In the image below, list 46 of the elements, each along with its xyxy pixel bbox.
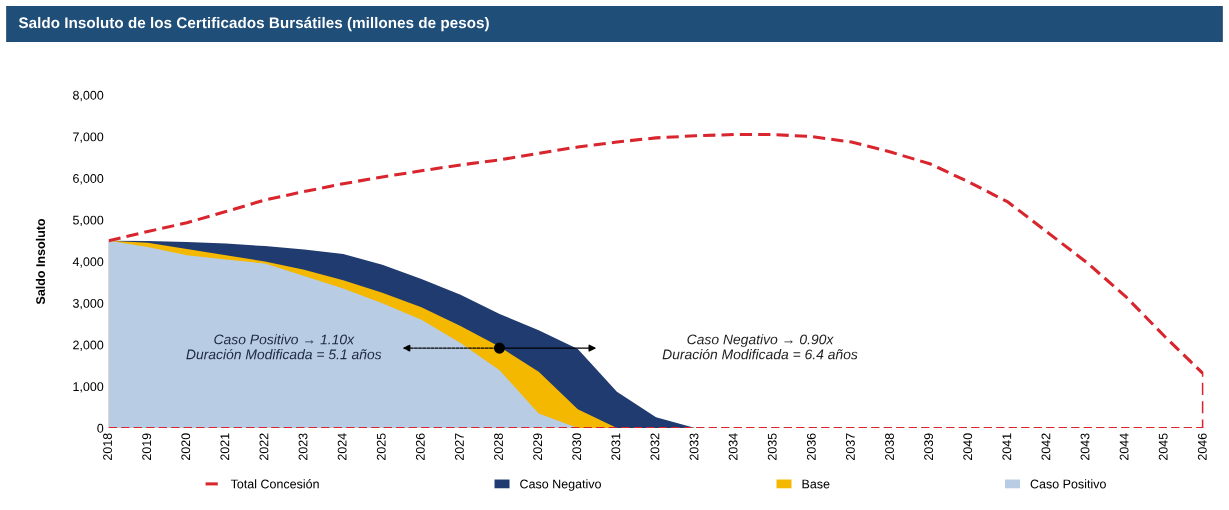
y-tick-label: 7,000 [73, 132, 104, 143]
x-tick-label: 2035 [767, 433, 777, 461]
x-tick-label: 2020 [181, 433, 191, 461]
x-tick-label: 2027 [455, 433, 464, 461]
y-tick-label: 5,000 [72, 215, 104, 226]
x-tick-label: 2040 [963, 433, 973, 461]
y-tick-label: 0 [97, 423, 104, 433]
x-tick-label: 2024 [337, 433, 347, 461]
x-tick-label: 2032 [650, 433, 660, 461]
chart-title: Saldo Insoluto de los Certificados Bursátiles (millones de pesos) [18, 16, 489, 32]
x-tick-label: 2039 [924, 433, 934, 461]
y-axis-title: Saldo Insoluto [35, 218, 46, 305]
x-tick-label: 2033 [689, 433, 699, 461]
legend-label: Caso Negativo [520, 479, 601, 491]
y-tick-label: 1,000 [73, 382, 104, 393]
x-tick-label: 2043 [1080, 433, 1090, 461]
x-tick-label: 2022 [259, 433, 269, 461]
x-tick-label: 2021 [220, 433, 230, 461]
x-tick-label: 2018 [103, 433, 112, 461]
y-tick-label: 8,000 [73, 90, 104, 102]
x-tick-label: 2041 [1002, 433, 1012, 461]
x-tick-label: 2037 [845, 433, 855, 461]
y-tick-label: 2,000 [73, 340, 104, 351]
x-tick-label: 2038 [885, 433, 894, 461]
x-tick-label: 2036 [806, 433, 816, 461]
x-tick-label: 2044 [1119, 433, 1129, 461]
annotation: Caso Positivo → 1.10x Duración Modificada = 5.1 años [186, 334, 382, 360]
legend-label: Total Concesión [230, 479, 319, 489]
y-tick-label: 6,000 [73, 174, 104, 185]
x-tick-label: 2034 [728, 433, 738, 461]
legend-label: Base [802, 479, 830, 489]
x-tick-label: 2025 [376, 433, 386, 461]
y-tick-label: 4,000 [72, 257, 104, 268]
x-tick-label: 2026 [415, 433, 425, 461]
annotation: Caso Negativo → 0.90x Duración Modificada = 6.4 años [662, 334, 858, 360]
x-tick-label: 2023 [298, 433, 308, 461]
x-tick-label: 2030 [572, 433, 582, 461]
x-tick-label: 2019 [142, 433, 152, 461]
x-tick-label: 2028 [494, 433, 503, 461]
x-tick-label: 2042 [1041, 433, 1051, 461]
legend-label: Caso Positivo [1030, 479, 1106, 489]
x-tick-label: 2046 [1197, 433, 1207, 461]
y-tick-label: 3,000 [72, 298, 104, 310]
x-tick-label: 2029 [533, 433, 543, 461]
x-tick-label: 2031 [611, 433, 621, 461]
x-tick-label: 2045 [1158, 433, 1168, 461]
